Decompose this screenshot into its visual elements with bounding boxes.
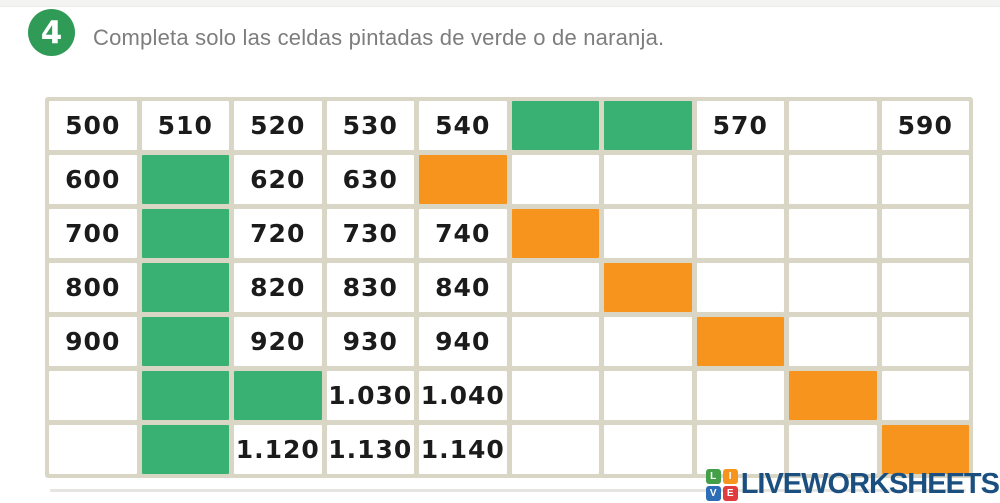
grid-cell[interactable] xyxy=(696,317,784,366)
grid-cell: 530 xyxy=(326,101,414,150)
grid-cell: 940 xyxy=(419,317,507,366)
logo-letter-square: V xyxy=(705,485,721,501)
grid-cell xyxy=(696,371,784,420)
grid-cell xyxy=(604,155,692,204)
logo-letter-square: E xyxy=(722,485,738,501)
page-top-strip xyxy=(0,0,1000,7)
logo-letter-square: L xyxy=(705,468,721,484)
grid-cell: 920 xyxy=(234,317,322,366)
grid-cell: 830 xyxy=(326,263,414,312)
grid-cell xyxy=(789,209,877,258)
grid-cell xyxy=(789,317,877,366)
grid-cell: 1.040 xyxy=(419,371,507,420)
grid-cell: 740 xyxy=(419,209,507,258)
grid-cell xyxy=(511,263,599,312)
grid-cell xyxy=(881,317,969,366)
grid-cell xyxy=(604,209,692,258)
grid-cell xyxy=(604,317,692,366)
grid-cell xyxy=(696,209,784,258)
grid-cell: 630 xyxy=(326,155,414,204)
grid-cell: 570 xyxy=(696,101,784,150)
grid-cell[interactable] xyxy=(141,263,229,312)
grid-cell: 500 xyxy=(49,101,137,150)
grid-cell: 600 xyxy=(49,155,137,204)
grid-cell: 800 xyxy=(49,263,137,312)
grid-cell xyxy=(789,263,877,312)
grid-cell[interactable] xyxy=(604,101,692,150)
grid-cell[interactable] xyxy=(141,155,229,204)
grid-cell xyxy=(696,263,784,312)
grid-cell: 540 xyxy=(419,101,507,150)
grid-cell xyxy=(881,155,969,204)
grid-cell[interactable] xyxy=(141,371,229,420)
grid-cell: 900 xyxy=(49,317,137,366)
grid-cell: 520 xyxy=(234,101,322,150)
liveworksheets-logo-text: LIVEWORKSHEETS xyxy=(740,468,1000,500)
grid-cell[interactable] xyxy=(141,209,229,258)
grid-cell[interactable] xyxy=(141,425,229,474)
grid-cell[interactable] xyxy=(789,371,877,420)
grid-cell[interactable] xyxy=(511,209,599,258)
grid-cell: 700 xyxy=(49,209,137,258)
grid-cell xyxy=(511,317,599,366)
table-shadow xyxy=(50,489,966,492)
grid-cell: 720 xyxy=(234,209,322,258)
instruction-text: Completa solo las celdas pintadas de ver… xyxy=(93,25,665,50)
grid-cell xyxy=(49,425,137,474)
grid-cell xyxy=(789,101,877,150)
grid-cell: 1.120 xyxy=(234,425,322,474)
grid-cell[interactable] xyxy=(419,155,507,204)
number-grid: 500 510 520 530 540 570 590 600 620 630 700 720 730 7… xyxy=(45,97,973,478)
grid-cell[interactable] xyxy=(881,425,969,474)
grid-cell: 510 xyxy=(141,101,229,150)
grid-cell xyxy=(49,371,137,420)
grid-cell[interactable] xyxy=(234,371,322,420)
grid-cell xyxy=(881,263,969,312)
grid-cell xyxy=(511,371,599,420)
grid-cell[interactable] xyxy=(141,317,229,366)
grid-cell xyxy=(511,155,599,204)
grid-cell xyxy=(696,425,784,474)
exercise-number-badge: 4 xyxy=(28,9,75,56)
grid-cell: 620 xyxy=(234,155,322,204)
grid-cell xyxy=(696,155,784,204)
grid-cell: 840 xyxy=(419,263,507,312)
grid-cell: 930 xyxy=(326,317,414,366)
grid-cell: 820 xyxy=(234,263,322,312)
grid-cell xyxy=(789,425,877,474)
grid-cell[interactable] xyxy=(511,101,599,150)
grid-cell xyxy=(511,425,599,474)
grid-cell xyxy=(789,155,877,204)
grid-cell: 590 xyxy=(881,101,969,150)
grid-cell: 1.130 xyxy=(326,425,414,474)
grid-cell xyxy=(604,371,692,420)
grid-cell[interactable] xyxy=(604,263,692,312)
grid-cell: 1.030 xyxy=(326,371,414,420)
grid-cell xyxy=(881,209,969,258)
exercise-number: 4 xyxy=(40,14,63,51)
grid-cell xyxy=(604,425,692,474)
grid-cell xyxy=(881,371,969,420)
logo-letter-square: I xyxy=(722,468,738,484)
grid-cell: 1.140 xyxy=(419,425,507,474)
grid-cell: 730 xyxy=(326,209,414,258)
